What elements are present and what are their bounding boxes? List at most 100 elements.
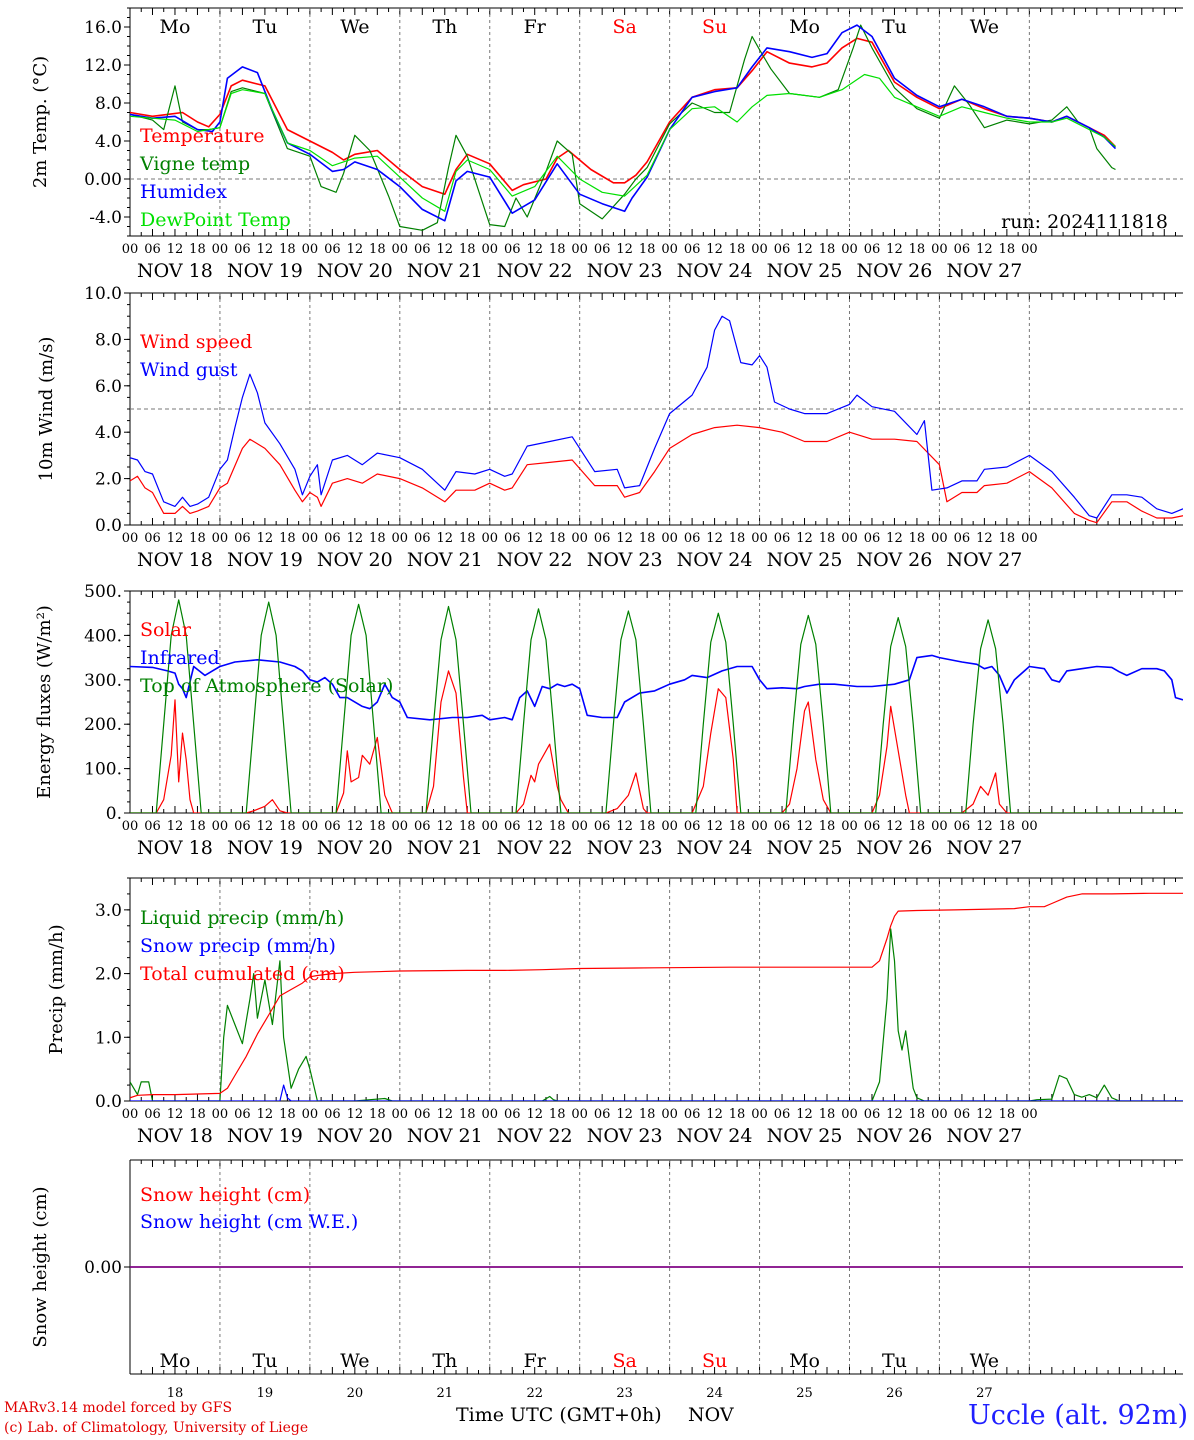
hour-label: 06 — [954, 242, 971, 257]
hour-label: 18 — [279, 819, 296, 834]
hour-label: 12 — [167, 531, 184, 546]
hour-label: 00 — [841, 531, 858, 546]
lab-credit: (c) Lab. of Climatology, University of L… — [4, 1420, 309, 1436]
day-name: We — [340, 16, 369, 38]
date-label: NOV 19 — [227, 1125, 303, 1147]
legend-entry: Total cumulated (cm) — [140, 963, 345, 985]
date-label: NOV 24 — [677, 837, 753, 859]
run-label: run: 2024111818 — [1001, 211, 1168, 233]
hour-label: 00 — [392, 242, 409, 257]
date-label: NOV 26 — [857, 260, 933, 282]
hour-label: 06 — [234, 531, 251, 546]
hour-label: 18 — [189, 1107, 206, 1122]
legend-entry: Temperature — [140, 125, 264, 147]
date-label: NOV 19 — [227, 260, 303, 282]
date-label: NOV 21 — [407, 549, 483, 571]
hour-label: 00 — [212, 242, 229, 257]
day-name: Sa — [612, 1350, 636, 1372]
hour-label: 06 — [504, 531, 521, 546]
hour-label: 00 — [841, 1107, 858, 1122]
y-tick-label: 2.0 — [95, 470, 122, 490]
day-name: Tu — [252, 1350, 277, 1372]
hour-label: 18 — [729, 1107, 746, 1122]
day-number: 20 — [347, 1386, 364, 1401]
panel-energy: 0. 100. 200. 300. 400. 500. Energy fluxes (W/m… — [34, 582, 1183, 859]
hour-label: 12 — [167, 1107, 184, 1122]
date-label: NOV 25 — [767, 549, 843, 571]
day-name: Sa — [612, 16, 636, 38]
hour-label: 06 — [414, 531, 431, 546]
hour-label: 06 — [594, 1107, 611, 1122]
date-label: NOV 21 — [407, 1125, 483, 1147]
legend-entry: Infrared — [140, 647, 220, 669]
hour-label: 18 — [639, 531, 656, 546]
panel-temperature: -4.0 0.00 4.0 8.0 12.0 16.0 2m Temp. (°C) 00 06 1… — [30, 7, 1183, 282]
date-label: NOV 18 — [137, 837, 213, 859]
date-label: NOV 22 — [497, 260, 573, 282]
series-line-solar — [130, 670, 1183, 813]
date-label: NOV 22 — [497, 837, 573, 859]
hour-label: 12 — [616, 1107, 633, 1122]
hour-label: 18 — [999, 1107, 1016, 1122]
hour-label: 06 — [594, 242, 611, 257]
hour-label: 00 — [1021, 819, 1038, 834]
hour-label: 18 — [909, 531, 926, 546]
date-label: NOV 23 — [587, 1125, 663, 1147]
hour-label: 18 — [279, 1107, 296, 1122]
hour-label: 12 — [616, 531, 633, 546]
series-line-vigne-temp — [130, 24, 1116, 231]
hour-label: 06 — [864, 1107, 881, 1122]
hour-label: 06 — [684, 819, 701, 834]
hour-label: 12 — [796, 531, 813, 546]
date-label: NOV 24 — [677, 260, 753, 282]
hour-label: 00 — [661, 242, 678, 257]
hour-label: 00 — [392, 819, 409, 834]
legend-entry: Top of Atmosphere (Solar) — [140, 675, 393, 697]
legend-entry: Liquid precip (mm/h) — [140, 907, 344, 929]
panel-snow: 0.00 Snow height (cm) Snow height (cm) Snow… — [30, 1159, 1183, 1401]
hour-label: 06 — [234, 819, 251, 834]
legend-entry: DewPoint Temp — [140, 209, 291, 231]
day-name: Th — [432, 16, 457, 38]
date-label: NOV 18 — [137, 1125, 213, 1147]
y-tick-label: 400. — [84, 626, 122, 646]
x-axis-title: Time UTC (GMT+0h) — [456, 1404, 662, 1426]
day-name: Mo — [789, 1350, 820, 1372]
day-name: Su — [702, 16, 727, 38]
hour-label: 12 — [257, 531, 274, 546]
date-label: NOV 21 — [407, 260, 483, 282]
hour-label: 00 — [571, 242, 588, 257]
day-number: 22 — [526, 1386, 543, 1401]
hour-label: 06 — [144, 531, 161, 546]
y-tick-label: 2.0 — [95, 965, 122, 985]
hour-label: 18 — [549, 819, 566, 834]
hour-label: 12 — [796, 1107, 813, 1122]
hour-label: 06 — [414, 819, 431, 834]
hour-label: 00 — [571, 1107, 588, 1122]
hour-label: 06 — [594, 531, 611, 546]
day-name: We — [970, 16, 999, 38]
day-name: Fr — [524, 1350, 547, 1372]
hour-label: 12 — [706, 242, 723, 257]
hour-label: 00 — [931, 819, 948, 834]
hour-label: 18 — [459, 531, 476, 546]
date-label: NOV 18 — [137, 260, 213, 282]
hour-label: 18 — [459, 242, 476, 257]
hour-label: 00 — [751, 242, 768, 257]
day-number: 25 — [796, 1386, 813, 1401]
hour-label: 18 — [459, 819, 476, 834]
hour-label: 12 — [347, 531, 364, 546]
hour-label: 06 — [774, 1107, 791, 1122]
hour-label: 00 — [302, 1107, 319, 1122]
hour-label: 18 — [189, 531, 206, 546]
hour-label: 12 — [706, 819, 723, 834]
hour-label: 12 — [886, 531, 903, 546]
y-tick-label: 500. — [84, 582, 122, 602]
date-label: NOV 27 — [946, 1125, 1022, 1147]
hour-label: 06 — [504, 1107, 521, 1122]
y-tick-label: 200. — [84, 715, 122, 735]
date-label: NOV 20 — [317, 1125, 393, 1147]
legend-entry: Snow height (cm W.E.) — [140, 1211, 358, 1233]
hour-label: 12 — [976, 819, 993, 834]
hour-label: 00 — [302, 531, 319, 546]
